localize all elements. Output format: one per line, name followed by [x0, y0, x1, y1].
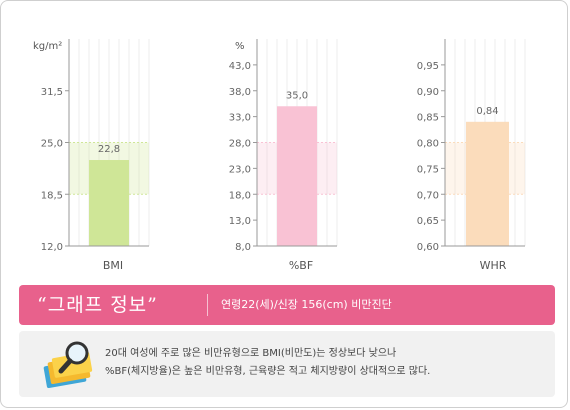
y-tick-label: 8,0 [235, 242, 251, 253]
graph-info-banner: “그래프 정보” 연령22(세)/신장 156(cm) 비만진단 [19, 285, 555, 325]
y-tick-label: 43,0 [229, 61, 251, 72]
diagnosis-line-2: %BF(체지방율)은 높은 비만유형, 근육량은 적고 체지방량이 상대적으로 … [105, 366, 431, 377]
y-tick-label: 0,75 [417, 164, 439, 175]
y-tick-label: 23,0 [229, 164, 251, 175]
bar-value-label: 22,8 [98, 144, 120, 155]
bmi-chart-svg: 22,8 12,0 18,5 25,0 31,5 kg/m² BMI [33, 39, 150, 272]
y-unit-label: % [235, 41, 245, 52]
banner-subtitle: 연령22(세)/신장 156(cm) 비만진단 [221, 298, 392, 311]
banner-title: “그래프 정보” [37, 294, 158, 316]
y-tick-label: 0,60 [417, 242, 439, 253]
bar-value-label: 0,84 [476, 106, 498, 117]
y-tick-label: 28,0 [229, 139, 251, 150]
magnifier-folder-icon [41, 337, 101, 391]
diagnosis-line-1: 20대 여성에 주로 많은 비만유형으로 BMI(비만도)는 정상보다 낮으나 [105, 348, 397, 359]
y-tick-label: 0,85 [417, 113, 439, 124]
y-tick-label: 18,5 [41, 190, 63, 201]
y-tick-label: 0,65 [417, 216, 439, 227]
whr-chart-svg: 0,84 0,60 0,65 0,70 0,75 0,80 0,85 0,90 0,95 WHR [417, 39, 526, 272]
bar-value-label: 35,0 [286, 90, 308, 101]
y-tick-label: 33,0 [229, 113, 251, 124]
bar-whr [466, 121, 509, 246]
y-tick-label: 0,80 [417, 139, 439, 150]
category-label: BMI [103, 259, 123, 272]
y-tick-label: 18,0 [229, 190, 251, 201]
bf-chart-svg: 35,0 8,0 13,0 18,0 23,0 28,0 33,0 38,0 43,0% %BF [229, 39, 338, 272]
y-tick-label: 0,95 [417, 61, 439, 72]
diagnosis-info-box: 20대 여성에 주로 많은 비만유형으로 BMI(비만도)는 정상보다 낮으나 … [19, 331, 555, 397]
bar-pct-bf [277, 106, 317, 247]
bar-bmi [89, 160, 129, 246]
diagnosis-text: 20대 여성에 주로 많은 비만유형으로 BMI(비만도)는 정상보다 낮으나 … [105, 345, 545, 381]
category-label: %BF [289, 259, 313, 272]
y-tick-label: 31,5 [41, 87, 63, 98]
y-tick-label: 38,0 [229, 87, 251, 98]
y-tick-label: 0,90 [417, 87, 439, 98]
category-label: WHR [480, 259, 507, 272]
y-unit-label: kg/m² [33, 41, 62, 52]
y-tick-label: 0,70 [417, 190, 439, 201]
y-tick-label: 12,0 [41, 242, 63, 253]
y-tick-label: 25,0 [41, 139, 63, 150]
y-tick-label: 13,0 [229, 216, 251, 227]
banner-divider [207, 294, 208, 316]
